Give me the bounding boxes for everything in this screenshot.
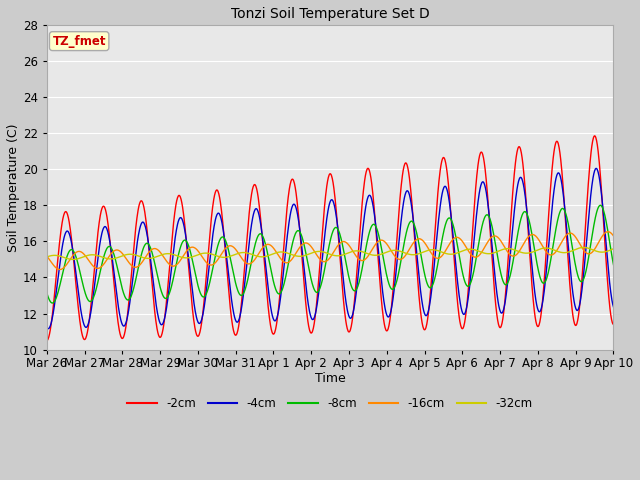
-8cm (170, 276, 177, 282)
-4cm (45, 326, 52, 332)
Line: -16cm: -16cm (47, 232, 614, 269)
-8cm (610, 262, 618, 267)
-8cm (493, 248, 500, 253)
-8cm (49, 300, 56, 306)
-4cm (593, 166, 600, 171)
-16cm (170, 263, 177, 269)
-2cm (610, 322, 618, 327)
Line: -2cm: -2cm (47, 136, 614, 341)
-8cm (419, 261, 426, 266)
Text: TZ_fmet: TZ_fmet (52, 35, 106, 48)
Y-axis label: Soil Temperature (C): Soil Temperature (C) (7, 123, 20, 252)
-16cm (543, 249, 550, 255)
-16cm (419, 238, 426, 243)
Line: -4cm: -4cm (47, 168, 614, 329)
-16cm (156, 249, 163, 254)
-4cm (419, 302, 426, 308)
-4cm (156, 318, 163, 324)
-8cm (596, 203, 604, 208)
-2cm (591, 133, 598, 139)
-32cm (610, 246, 618, 252)
-2cm (542, 250, 550, 256)
Title: Tonzi Soil Temperature Set D: Tonzi Soil Temperature Set D (231, 7, 429, 21)
-32cm (493, 249, 500, 255)
-4cm (543, 266, 550, 272)
-16cm (493, 234, 500, 240)
-32cm (69, 257, 77, 263)
-16cm (233, 248, 241, 253)
-32cm (543, 245, 550, 251)
-4cm (233, 319, 241, 325)
-2cm (155, 334, 163, 339)
-32cm (233, 251, 241, 257)
-16cm (43, 253, 51, 259)
-32cm (580, 245, 588, 251)
-8cm (43, 290, 51, 296)
-2cm (419, 320, 426, 325)
-16cm (610, 233, 618, 239)
Line: -32cm: -32cm (47, 248, 614, 260)
Line: -8cm: -8cm (47, 205, 614, 303)
-32cm (419, 250, 426, 255)
-8cm (233, 284, 241, 289)
-2cm (492, 306, 500, 312)
-4cm (43, 324, 51, 330)
Legend: -2cm, -4cm, -8cm, -16cm, -32cm: -2cm, -4cm, -8cm, -16cm, -32cm (123, 393, 538, 415)
-4cm (610, 304, 618, 310)
-4cm (493, 288, 500, 293)
-2cm (43, 338, 51, 344)
-32cm (170, 252, 177, 257)
-32cm (43, 254, 51, 260)
X-axis label: Time: Time (315, 372, 346, 385)
-4cm (170, 250, 177, 256)
-16cm (604, 229, 612, 235)
-8cm (543, 276, 550, 282)
-8cm (156, 281, 163, 287)
-32cm (156, 252, 163, 258)
-2cm (232, 332, 240, 338)
-2cm (169, 228, 177, 233)
-16cm (56, 266, 63, 272)
